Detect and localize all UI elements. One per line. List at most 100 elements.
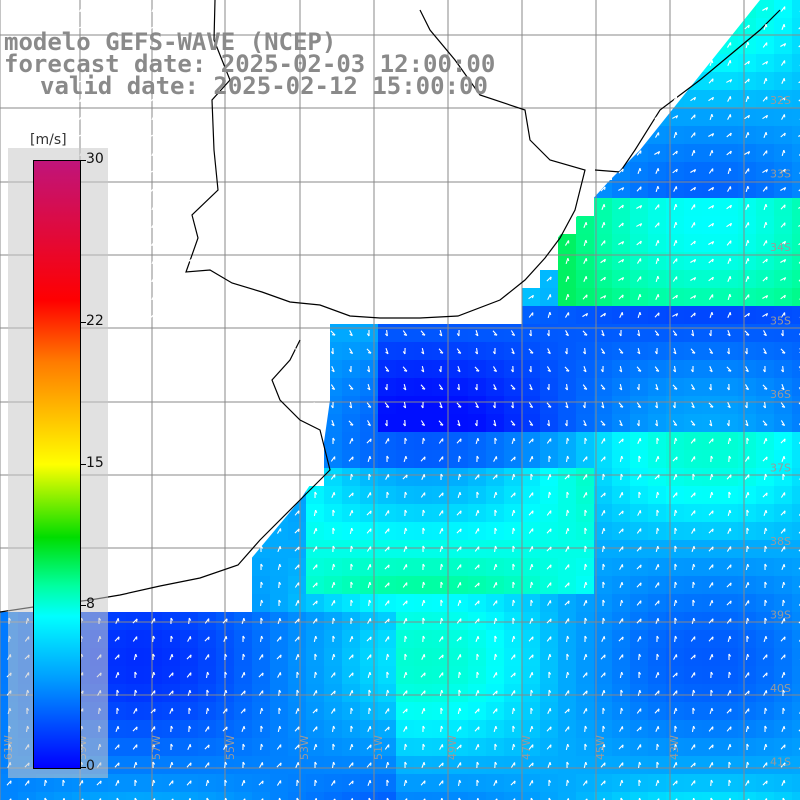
wind-arrow-head xyxy=(116,707,120,711)
wind-arrow-head xyxy=(385,369,389,372)
wind-cell xyxy=(18,792,36,800)
wind-arrow-head xyxy=(459,707,462,712)
wind-arrow-head xyxy=(332,635,336,639)
wind-arrow xyxy=(566,779,568,787)
wind-arrow xyxy=(565,257,569,265)
wind-arrow xyxy=(690,186,696,192)
wind-arrow-head xyxy=(208,204,210,208)
wind-arrow-head xyxy=(457,369,461,373)
wind-cell xyxy=(72,792,90,800)
wind-arrow-head xyxy=(601,351,605,354)
wind-arrow-head xyxy=(781,405,785,408)
wind-arrow xyxy=(205,779,209,787)
wind-arrow xyxy=(726,600,732,606)
wind-arrow xyxy=(420,492,426,498)
wind-arrow xyxy=(763,203,767,211)
wind-arrow xyxy=(367,618,371,624)
wind-arrow-head xyxy=(207,151,211,155)
wind-arrow xyxy=(565,275,569,283)
wind-arrow-head xyxy=(692,707,696,711)
wind-arrow-head xyxy=(99,115,103,119)
wind-arrow-head xyxy=(762,405,766,409)
wind-arrow xyxy=(421,474,425,480)
wind-arrow xyxy=(114,6,120,12)
wind-arrow xyxy=(654,114,660,120)
wind-arrow xyxy=(619,149,623,157)
wind-arrow-head xyxy=(422,509,426,513)
wind-cell xyxy=(792,0,800,18)
wind-arrow xyxy=(530,797,532,800)
wind-arrow xyxy=(349,510,353,516)
wind-cell xyxy=(792,72,800,90)
wind-arrow xyxy=(530,329,532,337)
wind-arrow xyxy=(727,96,731,102)
wind-arrow xyxy=(728,347,730,355)
wind-arrow xyxy=(618,241,624,245)
wind-arrow-head xyxy=(530,581,534,585)
wind-arrow xyxy=(690,294,696,300)
wind-arrow xyxy=(673,707,677,715)
wind-cell xyxy=(792,90,800,108)
wind-arrow-head xyxy=(493,333,498,336)
wind-arrow xyxy=(205,23,209,31)
wind-arrow xyxy=(708,564,714,570)
wind-arrow xyxy=(294,528,300,534)
wind-arrow xyxy=(674,635,676,643)
wind-arrow xyxy=(278,689,280,697)
wind-arrow-head xyxy=(476,779,480,783)
wind-arrow xyxy=(547,473,551,481)
wind-arrow-head xyxy=(514,672,516,676)
wind-arrow-head xyxy=(474,387,478,391)
wind-arrow xyxy=(600,295,606,299)
wind-arrow-head xyxy=(568,708,570,712)
wind-arrow xyxy=(672,276,678,282)
wind-arrow xyxy=(25,131,29,139)
wind-arrow-head xyxy=(765,510,768,514)
wind-cell xyxy=(792,162,800,180)
wind-arrow xyxy=(780,240,786,246)
wind-arrow-head xyxy=(442,654,444,658)
wind-arrow-head xyxy=(675,203,678,208)
wind-arrow-head xyxy=(709,351,713,355)
wind-arrow xyxy=(619,383,623,391)
wind-arrow xyxy=(529,618,533,624)
wind-arrow-head xyxy=(729,223,732,227)
wind-arrow-head xyxy=(566,509,570,513)
wind-arrow xyxy=(476,347,478,355)
wind-arrow xyxy=(528,294,534,300)
wind-arrow xyxy=(636,744,642,750)
wind-arrow xyxy=(780,187,786,191)
wind-arrow xyxy=(690,780,696,786)
wind-arrow xyxy=(438,420,444,426)
wind-arrow xyxy=(510,492,516,498)
wind-arrow-head xyxy=(656,635,660,639)
wind-arrow xyxy=(619,599,623,607)
wind-arrow xyxy=(709,113,713,121)
wind-arrow xyxy=(7,95,11,103)
wind-arrow-head xyxy=(493,423,497,427)
wind-arrow-head xyxy=(384,333,388,337)
wind-arrow xyxy=(61,113,65,121)
wind-arrow xyxy=(440,563,442,571)
wind-cell xyxy=(792,144,800,162)
wind-cell xyxy=(702,792,720,800)
wind-arrow xyxy=(133,185,137,193)
wind-arrow xyxy=(385,347,389,355)
wind-arrow-head xyxy=(548,689,552,693)
wind-arrow-head xyxy=(478,582,480,586)
wind-arrow xyxy=(637,636,641,642)
wind-arrow-head xyxy=(584,334,588,336)
wind-arrow xyxy=(763,527,767,535)
wind-arrow xyxy=(456,528,462,534)
wind-arrow-head xyxy=(656,527,660,531)
lat-label: 34S xyxy=(770,241,791,254)
wind-arrow-head xyxy=(639,797,642,800)
wind-arrow xyxy=(114,151,120,155)
wind-arrow-head xyxy=(350,707,354,711)
wind-cell xyxy=(162,792,180,800)
wind-arrow-head xyxy=(693,295,697,299)
wind-arrow xyxy=(763,473,767,481)
wind-arrow-head xyxy=(385,405,390,408)
wind-arrow-head xyxy=(726,387,730,391)
wind-arrow-head xyxy=(349,333,353,337)
